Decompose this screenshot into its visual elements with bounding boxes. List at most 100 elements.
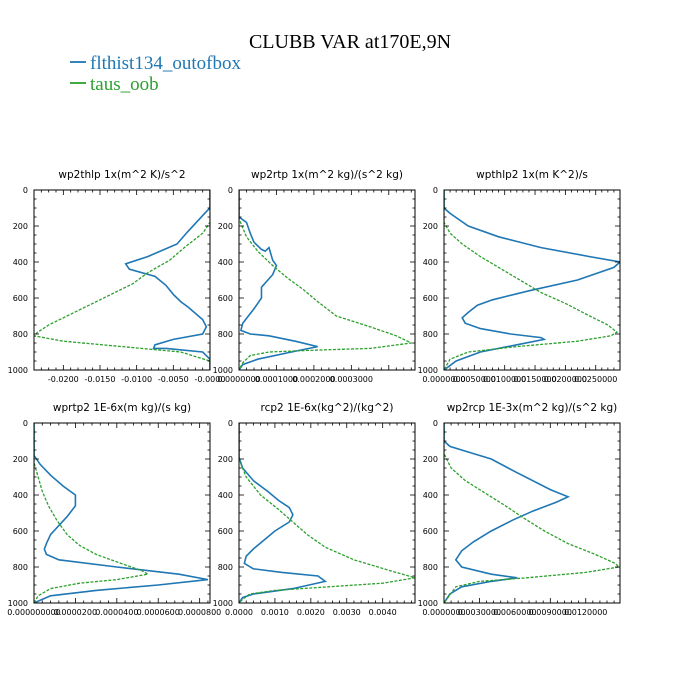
y-tick-label: 800 (423, 563, 438, 572)
x-tick-label: -0.0050 (158, 375, 189, 384)
axes-frame (33, 189, 211, 371)
y-tick-label: 800 (13, 330, 28, 339)
x-tick-label: 0.0030000 (458, 608, 501, 617)
x-tick-label: 0.0010 (261, 608, 289, 617)
y-tick-label: 600 (218, 294, 233, 303)
y-tick-label: 600 (13, 527, 28, 536)
y-tick-label: 800 (218, 563, 233, 572)
y-tick-label: 1000 (213, 366, 233, 375)
x-tick-label: 0.0000000 (422, 375, 465, 384)
x-tick-label: 0.0200000 (544, 375, 587, 384)
panels: wp2thlp 1x(m^2 K)/s^202004006008001000-0… (7, 169, 621, 617)
y-tick-label: 0 (228, 186, 233, 195)
x-tick-label: 0.0003000 (330, 375, 373, 384)
panel-title: wp2thlp 1x(m^2 K)/s^2 (58, 169, 185, 181)
x-tick-label: 0.0050000 (453, 375, 496, 384)
axes-frame (443, 189, 621, 371)
y-tick-label: 400 (218, 491, 233, 500)
panel-title: wprtp2 1E-6x(m kg)/(s kg) (53, 402, 191, 414)
panel-title: wp2rcp 1E-3x(m^2 kg)/(s^2 kg) (447, 402, 618, 414)
x-tick-label: 0.0150000 (513, 375, 556, 384)
panel-6: wp2rcp 1E-3x(m^2 kg)/(s^2 kg) 0 200 400 600 8… (418, 402, 621, 617)
y-tick-label: 200 (13, 455, 28, 464)
y-tick-label: 600 (13, 294, 28, 303)
x-tick-label: -0.0100 (121, 375, 152, 384)
x-tick-label: 0.0000 (225, 608, 253, 617)
y-tick-label: 200 (218, 222, 233, 231)
x-tick-label: 0.0030 (333, 608, 361, 617)
panel-1: wp2thlp 1x(m^2 K)/s^2 0 200 400 600 800 1000 -0… (8, 169, 226, 384)
x-tick-label: 0.0100000 (483, 375, 526, 384)
series-line-taus-oob (239, 190, 414, 370)
x-tick-label: -0.0000 (195, 375, 226, 384)
y-tick-label: 800 (13, 563, 28, 572)
panel-4: wprtp2 1E-6x(m kg)/(s kg) 0 200 400 600 800 10… (7, 402, 221, 617)
x-tick-label: 0.0000600 (137, 608, 180, 617)
y-tick-label: 200 (218, 455, 233, 464)
y-tick-label: 0 (228, 419, 233, 428)
y-tick-label: 600 (218, 527, 233, 536)
axes-frame (238, 189, 416, 371)
legend-label-taus-oob: taus_oob (90, 74, 159, 95)
x-tick-label: 0.0000000 (422, 608, 465, 617)
panel-5: rcp2 1E-6x(kg^2)/(kg^2) 0 200 400 600 800 1000… (213, 402, 416, 617)
x-tick-label: 0.0000400 (95, 608, 138, 617)
y-tick-label: 400 (423, 491, 438, 500)
x-tick-label: 0.0250000 (574, 375, 617, 384)
series-line-flthist134 (239, 190, 318, 370)
series-line-taus-oob (34, 423, 150, 603)
y-tick-label: 200 (13, 222, 28, 231)
panel-3: wpthlp2 1x(m K^2)/s020040060080010000.00… (418, 169, 621, 384)
series-line-taus-oob (239, 423, 415, 603)
y-tick-label: 1000 (418, 599, 438, 608)
x-tick-label: 0.0000800 (178, 608, 221, 617)
y-tick-label: 1000 (418, 366, 438, 375)
series-line-flthist134 (444, 190, 620, 370)
x-tick-label: 0.0090000 (529, 608, 572, 617)
series-line-flthist134 (124, 190, 210, 370)
legend-label-flthist134: flthist134_outofbox (90, 53, 241, 74)
x-tick-label: 0.0002000 (292, 375, 335, 384)
y-tick-label: 200 (423, 222, 438, 231)
series-line-taus-oob (444, 423, 620, 603)
series-line-flthist134 (239, 423, 328, 603)
y-tick-label: 400 (423, 258, 438, 267)
series-line-flthist134 (34, 423, 209, 603)
x-tick-label: 0.000000000 (7, 608, 60, 617)
y-tick-label: 0 (23, 186, 28, 195)
series-line-taus-oob (34, 190, 210, 370)
y-tick-label: 600 (423, 294, 438, 303)
x-tick-label: 0.0000200 (54, 608, 97, 617)
panel-title: wp2rtp 1x(m^2 kg)/(s^2 kg) (251, 169, 403, 181)
axes-frame (238, 422, 416, 604)
x-tick-label: -0.0200 (48, 375, 79, 384)
y-tick-label: 400 (13, 491, 28, 500)
figure-title: CLUBB VAR at170E,9N (249, 31, 451, 53)
y-tick-label: 1000 (213, 599, 233, 608)
panel-2: wp2rtp 1x(m^2 kg)/(s^2 kg) 0 200 400 600 800 1… (213, 169, 416, 384)
x-tick-label: 0.0120000 (564, 608, 607, 617)
x-tick-label: 0.0001000 (255, 375, 298, 384)
y-tick-label: 200 (423, 455, 438, 464)
panel-title: wpthlp2 1x(m K^2)/s (476, 169, 588, 181)
x-tick-label: 0.0040 (369, 608, 397, 617)
axes-frame (443, 422, 621, 604)
y-tick-label: 1000 (8, 366, 28, 375)
y-tick-label: 600 (423, 527, 438, 536)
y-tick-label: 800 (423, 330, 438, 339)
panel-title: rcp2 1E-6x(kg^2)/(kg^2) (261, 402, 394, 414)
x-tick-label: -0.0150 (85, 375, 116, 384)
y-tick-label: 400 (13, 258, 28, 267)
x-tick-label: 0.0020 (297, 608, 325, 617)
y-tick-label: 0 (433, 186, 438, 195)
axes-frame (33, 422, 211, 604)
legend: flthist134_outofbox taus_oob (70, 53, 241, 95)
y-tick-label: 800 (218, 330, 233, 339)
y-tick-label: 0 (433, 419, 438, 428)
series-line-taus-oob (444, 190, 619, 370)
y-tick-label: 1000 (8, 599, 28, 608)
y-tick-label: 400 (218, 258, 233, 267)
x-tick-label: 0.0000000 (217, 375, 260, 384)
x-tick-label: 0.0060000 (493, 608, 536, 617)
